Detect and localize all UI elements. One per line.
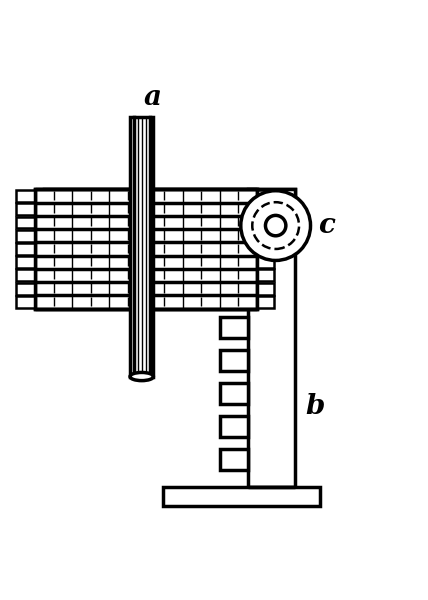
- Polygon shape: [16, 230, 36, 242]
- Polygon shape: [16, 283, 36, 295]
- Polygon shape: [130, 117, 153, 377]
- Polygon shape: [256, 243, 273, 255]
- Polygon shape: [220, 218, 248, 239]
- Polygon shape: [256, 269, 273, 281]
- Polygon shape: [220, 449, 248, 470]
- Polygon shape: [44, 190, 295, 206]
- Ellipse shape: [130, 373, 153, 380]
- Polygon shape: [220, 251, 248, 272]
- Polygon shape: [220, 284, 248, 305]
- Polygon shape: [220, 383, 248, 404]
- Polygon shape: [220, 317, 248, 338]
- Polygon shape: [16, 203, 36, 215]
- Polygon shape: [248, 190, 295, 487]
- Polygon shape: [163, 487, 320, 506]
- Polygon shape: [16, 190, 36, 202]
- Polygon shape: [256, 217, 273, 229]
- Polygon shape: [16, 243, 36, 255]
- Polygon shape: [256, 256, 273, 268]
- Polygon shape: [256, 283, 273, 295]
- Polygon shape: [256, 230, 273, 242]
- Text: a: a: [143, 84, 161, 111]
- Polygon shape: [16, 256, 36, 268]
- Text: c: c: [318, 212, 335, 239]
- Polygon shape: [256, 203, 273, 215]
- Circle shape: [252, 202, 299, 249]
- Polygon shape: [256, 296, 273, 308]
- Polygon shape: [256, 190, 273, 202]
- Polygon shape: [16, 296, 36, 308]
- Polygon shape: [220, 350, 248, 371]
- Polygon shape: [16, 217, 36, 229]
- Polygon shape: [220, 416, 248, 437]
- Polygon shape: [36, 190, 256, 308]
- Text: b: b: [306, 393, 325, 420]
- Circle shape: [241, 191, 311, 260]
- Circle shape: [265, 215, 286, 236]
- Polygon shape: [16, 269, 36, 281]
